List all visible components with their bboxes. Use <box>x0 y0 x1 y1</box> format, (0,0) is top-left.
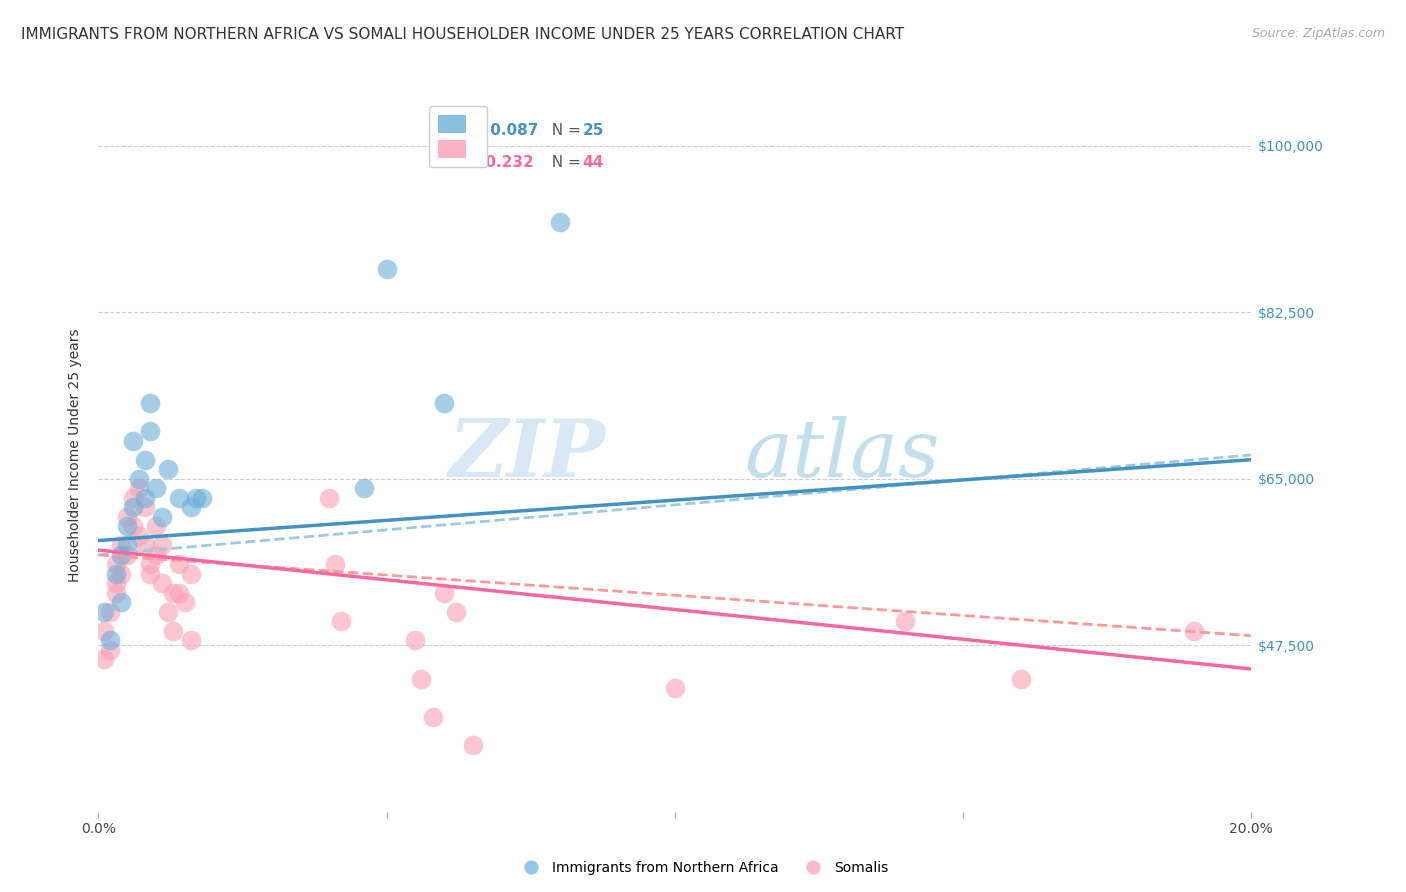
Point <box>134 538 156 552</box>
Point <box>1010 672 1032 686</box>
Point <box>117 548 139 562</box>
Point <box>122 500 145 515</box>
Text: R =: R = <box>450 123 484 138</box>
Point <box>405 633 427 648</box>
Point <box>139 566 162 581</box>
Point <box>98 633 121 648</box>
Point <box>444 605 467 619</box>
Point <box>318 491 340 505</box>
Point <box>145 548 167 562</box>
Text: N =: N = <box>543 123 586 138</box>
Point <box>375 262 398 277</box>
Y-axis label: Householder Income Under 25 years: Householder Income Under 25 years <box>69 328 83 582</box>
Point <box>156 605 179 619</box>
Point <box>122 491 145 505</box>
Point <box>139 558 162 572</box>
Legend: , : , <box>429 106 486 167</box>
Point <box>128 481 150 495</box>
Point <box>422 709 444 723</box>
Point <box>128 529 150 543</box>
Point <box>134 452 156 467</box>
Point <box>98 643 121 657</box>
Point <box>167 558 190 572</box>
Text: -0.232: -0.232 <box>479 155 534 170</box>
Point <box>110 595 132 609</box>
Point <box>664 681 686 695</box>
Point <box>323 558 346 572</box>
Point <box>104 566 127 581</box>
Point <box>548 215 571 229</box>
Point <box>186 491 208 505</box>
Point <box>122 434 145 448</box>
Point <box>1182 624 1205 638</box>
Point <box>433 586 456 600</box>
Point <box>329 615 352 629</box>
Point <box>98 605 121 619</box>
Point <box>156 462 179 476</box>
Point <box>139 424 162 438</box>
Point <box>167 586 190 600</box>
Point <box>162 624 184 638</box>
Point <box>110 548 132 562</box>
Point <box>191 491 214 505</box>
Point <box>139 395 162 409</box>
Point <box>150 576 173 591</box>
Text: N =: N = <box>543 155 586 170</box>
Point <box>180 500 202 515</box>
Point <box>174 595 197 609</box>
Legend: Immigrants from Northern Africa, Somalis: Immigrants from Northern Africa, Somalis <box>512 855 894 880</box>
Point <box>180 566 202 581</box>
Text: 25: 25 <box>582 123 605 138</box>
Point <box>117 538 139 552</box>
Point <box>145 519 167 533</box>
Point <box>150 509 173 524</box>
Text: 0.087: 0.087 <box>485 123 538 138</box>
Text: IMMIGRANTS FROM NORTHERN AFRICA VS SOMALI HOUSEHOLDER INCOME UNDER 25 YEARS CORR: IMMIGRANTS FROM NORTHERN AFRICA VS SOMAL… <box>21 27 904 42</box>
Text: atlas: atlas <box>744 417 939 493</box>
Point <box>134 500 156 515</box>
Text: 44: 44 <box>582 155 605 170</box>
Point <box>110 538 132 552</box>
Point <box>150 538 173 552</box>
Text: R =: R = <box>450 155 484 170</box>
Point <box>894 615 917 629</box>
Point <box>104 586 127 600</box>
Point <box>145 481 167 495</box>
Point <box>180 633 202 648</box>
Point <box>162 586 184 600</box>
Point <box>104 576 127 591</box>
Point <box>167 491 190 505</box>
Point <box>93 605 115 619</box>
Point <box>353 481 375 495</box>
Point <box>104 558 127 572</box>
Text: ZIP: ZIP <box>449 417 606 493</box>
Point <box>93 624 115 638</box>
Point <box>134 491 156 505</box>
Point <box>122 519 145 533</box>
Point <box>117 509 139 524</box>
Point <box>93 652 115 666</box>
Point <box>128 472 150 486</box>
Point <box>433 395 456 409</box>
Point <box>461 738 484 752</box>
Point <box>117 519 139 533</box>
Text: Source: ZipAtlas.com: Source: ZipAtlas.com <box>1251 27 1385 40</box>
Point <box>110 566 132 581</box>
Point <box>411 672 433 686</box>
